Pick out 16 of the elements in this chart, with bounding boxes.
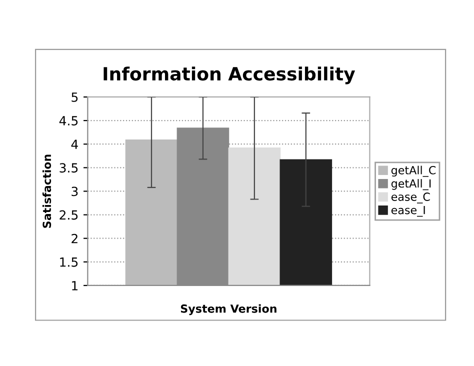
y-tick-label: 4.5 [59,116,78,126]
y-axis-title: Satisfaction [42,154,52,228]
y-tick-label: 5 [72,92,78,102]
y-tick-label: 3 [72,186,78,196]
legend-label: getAll_C [391,166,436,177]
legend-label: ease_C [391,192,430,204]
y-tick-label: 4 [71,140,78,149]
y-tick-label: 1 [72,281,78,290]
y-tick-label: 1.5 [60,258,78,267]
x-axis-title: System Version [180,304,276,316]
chart-title: Information Accessibility [104,66,356,84]
y-tick-label: 2 [72,234,78,244]
y-tick-label: 2.5 [60,210,78,220]
legend-label: ease_I [391,206,425,217]
y-tick-label: 3.5 [60,163,78,173]
legend-label: getAll_I [391,179,431,190]
